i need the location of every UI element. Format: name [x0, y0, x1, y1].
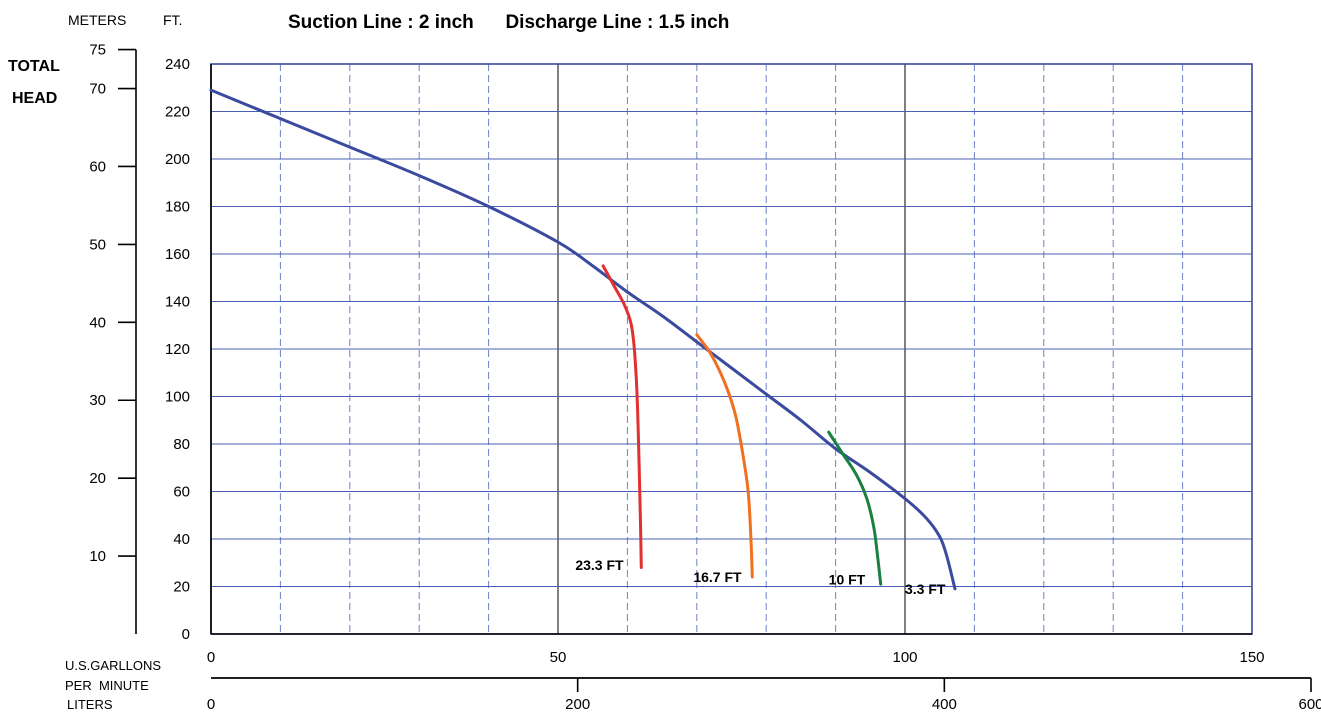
liters-tick-label: 0 [207, 696, 215, 713]
y-tick-label-ft: 140 [165, 294, 190, 311]
meters-tick-label: 40 [89, 314, 106, 331]
annotation-label: 23.3 FT [575, 557, 624, 573]
meters-tick-label: 75 [89, 42, 106, 59]
gpm-label-line2: PER MINUTE [65, 678, 149, 693]
y-tick-label-ft: 40 [173, 531, 190, 548]
annotations: 23.3 FT 16.7 FT 10 FT 3.3 FT [575, 557, 946, 597]
y-tick-label-ft: 100 [165, 389, 190, 406]
meters-tick-label: 60 [89, 158, 106, 175]
meters-tick-label: 50 [89, 236, 106, 253]
meters-tick-label: 70 [89, 81, 106, 98]
y-tick-label-ft: 240 [165, 56, 190, 73]
gpm-label-line1: U.S.GARLLONS [65, 658, 161, 673]
x-tick-label-gpm: 150 [1239, 649, 1264, 666]
y-tick-label-ft: 80 [173, 436, 190, 453]
x-tick-label-gpm: 50 [550, 649, 567, 666]
x-tick-label-gpm: 0 [207, 649, 215, 666]
meters-tick-label: 30 [89, 392, 106, 409]
liters-tick-label: 600 [1298, 696, 1321, 713]
liters-tick-label: 200 [565, 696, 590, 713]
y-tick-label-ft: 20 [173, 579, 190, 596]
annotation-label: 3.3 FT [905, 581, 946, 597]
axes: 0 20 40 60 80 100 120 140 160 180 200 220 240 10 20 30 4… [89, 42, 1321, 713]
series [209, 88, 957, 591]
grid [210, 63, 1253, 635]
meters-unit-label: METERS [68, 12, 126, 28]
y-tick-label-ft: 220 [165, 104, 190, 121]
series-line-main-curve [209, 88, 957, 591]
series-line-10-ft [827, 430, 883, 586]
meters-tick-label: 20 [89, 470, 106, 487]
ylabel-total: TOTAL [8, 58, 60, 75]
ylabel-head: HEAD [12, 90, 57, 107]
annotation-label: 10 FT [829, 571, 866, 587]
series-line-23-3-ft [601, 264, 643, 569]
y-tick-label-ft: 200 [165, 151, 190, 168]
y-tick-label-ft: 60 [173, 484, 190, 501]
liters-label: LITERS [67, 697, 113, 712]
chart-title: Suction Line : 2 inch Discharge Line : 1… [288, 12, 729, 33]
liters-tick-label: 400 [932, 696, 957, 713]
y-tick-label-ft: 0 [182, 626, 190, 643]
feet-unit-label: FT. [163, 12, 182, 28]
y-tick-label-ft: 120 [165, 341, 190, 358]
y-tick-label-ft: 160 [165, 246, 190, 263]
series-line-16-7-ft [695, 333, 754, 579]
x-tick-label-gpm: 100 [892, 649, 917, 666]
y-tick-label-ft: 180 [165, 199, 190, 216]
meters-tick-label: 10 [89, 548, 106, 565]
annotation-label: 16.7 FT [693, 569, 742, 585]
